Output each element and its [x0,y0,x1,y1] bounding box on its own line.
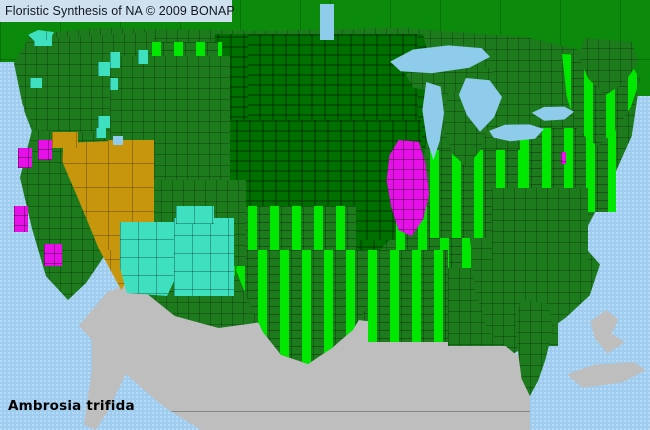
county-aqua-oregon-2 [98,116,110,128]
region-appalachia [492,188,588,262]
county-aqua-washington [34,36,52,46]
region-lower-mississippi [368,250,448,342]
region-texas-panhandle-aqua [176,206,214,224]
lake-erie [489,124,544,142]
county-aqua-oregon [30,78,42,88]
map-caption-bar: Floristic Synthesis of NA © 2009 BONAP [0,0,235,22]
puget-sound-aqua-county [28,30,54,42]
county-magenta-oregon-nv [38,140,52,160]
lake-michigan [422,82,444,160]
county-magenta-california-south [44,244,62,266]
great-salt-lake [113,136,123,145]
county-magenta-california-north [18,148,32,168]
region-oregon-gold-sliver [52,132,78,148]
county-aqua-montana [98,62,110,76]
county-aqua-wyoming [138,50,148,64]
lake-ontario [531,106,574,121]
region-new-mexico [174,218,234,296]
county-aqua-idaho-2 [110,78,118,90]
county-aqua-nevada-edge [96,128,106,138]
lake-winnipeg [320,4,334,40]
species-name-label: Ambrosia trifida [8,398,135,414]
county-magenta-california-bay [14,206,28,232]
map-caption-text: Floristic Synthesis of NA © 2009 BONAP [5,4,235,18]
county-magenta-delaware [561,152,566,164]
region-arizona [120,222,176,296]
county-aqua-idaho [110,52,120,68]
